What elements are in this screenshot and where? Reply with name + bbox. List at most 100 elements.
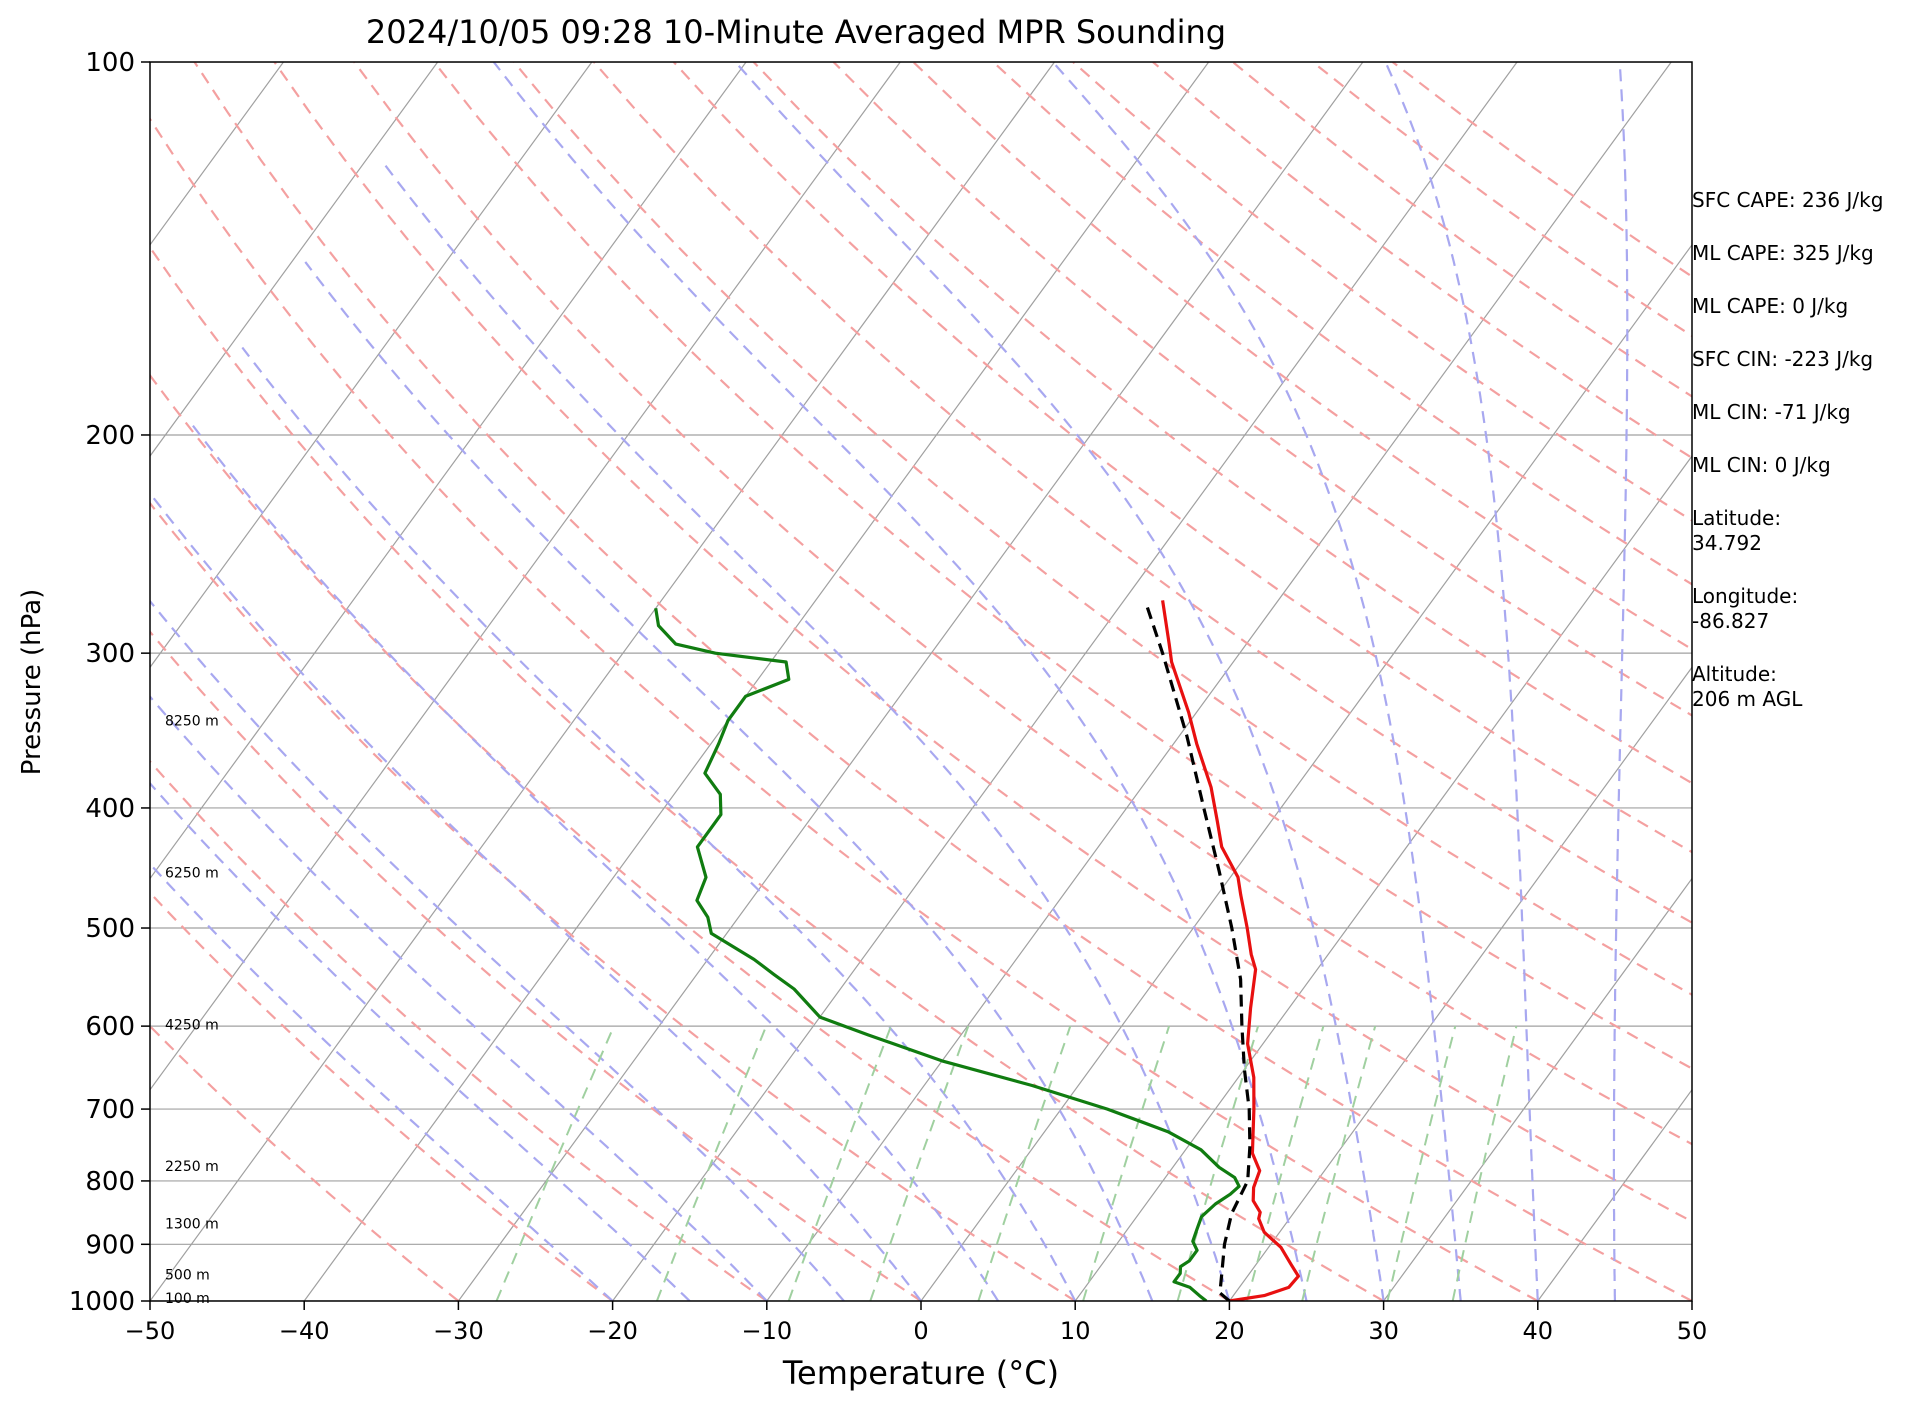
dry-adiabat-line <box>150 373 1230 1301</box>
y-tick-label: 800 <box>85 1167 135 1197</box>
x-tick-label: 0 <box>913 1317 928 1345</box>
x-axis-label: Temperature (°C) <box>782 1354 1059 1392</box>
x-tick-label: 40 <box>1523 1317 1554 1345</box>
moist-adiabat-line <box>150 781 691 1301</box>
stat-latitude: Latitude: 34.792 <box>1692 506 1782 555</box>
x-axis-ticks: −50 −40 −30 −20 −10 0 10 20 30 40 50 <box>125 1301 1708 1345</box>
moist-adiabat-line <box>150 491 922 1301</box>
stat-sfc-cin: SFC CIN: -223 J/kg <box>1692 347 1874 371</box>
dry-adiabat-line <box>150 1024 460 1301</box>
height-label: 4250 m <box>165 1017 219 1033</box>
x-tick-label: −50 <box>125 1317 176 1345</box>
isotherm-line <box>1383 877 1692 1301</box>
isotherm-line <box>150 62 901 1091</box>
temperature-profile <box>1161 600 1301 1301</box>
height-label: 6250 m <box>165 866 219 882</box>
dry-adiabat-line <box>150 501 1076 1301</box>
dry-adiabat-line <box>150 759 768 1301</box>
sounding-stats-panel: SFC CAPE: 236 J/kg ML CAPE: 325 J/kg ML … <box>1692 188 1917 740</box>
dewpoint-profile <box>654 608 1241 1301</box>
x-tick-label: 50 <box>1677 1317 1708 1345</box>
mixing-ratio-line <box>1082 1025 1171 1301</box>
height-label: 2250 m <box>165 1159 219 1175</box>
dry-adiabat-line <box>273 62 1692 1223</box>
moist-adiabat-line <box>304 261 1154 1301</box>
dry-adiabat-line <box>353 62 1692 1146</box>
height-label: 1300 m <box>165 1217 219 1233</box>
isotherm-line <box>1228 666 1692 1301</box>
parcel-path <box>1144 601 1252 1301</box>
series-layer <box>654 600 1301 1301</box>
x-tick-label: −40 <box>279 1317 330 1345</box>
isotherm-line <box>150 62 1055 1301</box>
y-tick-label: 600 <box>85 1012 135 1042</box>
stat-ml-cin: ML CIN: -71 J/kg <box>1692 400 1851 424</box>
mixing-ratio-line <box>787 1025 892 1301</box>
dry-adiabat-line <box>150 117 1539 1301</box>
isotherm-line <box>766 62 1672 1301</box>
isotherm-line <box>457 62 1364 1301</box>
y-tick-label: 300 <box>85 639 135 669</box>
mixing-ratio-line <box>869 1025 970 1301</box>
isotherm-line <box>150 62 747 880</box>
moist-adiabat-line <box>188 420 1000 1301</box>
mixing-ratio-line <box>655 1025 768 1301</box>
isotherm-line <box>303 62 1210 1301</box>
y-tick-label: 1000 <box>69 1287 135 1317</box>
isotherm-line <box>612 62 1518 1301</box>
dry-adiabat-line <box>433 62 1692 1070</box>
x-tick-label: −30 <box>433 1317 484 1345</box>
dry-adiabat-line <box>752 62 1692 785</box>
isotherm-line <box>150 62 439 458</box>
mixing-ratio-line <box>1246 1025 1325 1301</box>
moist-adiabat-line <box>1051 62 1462 1301</box>
dry-adiabat-line <box>832 62 1692 717</box>
mixing-ratio-line <box>1386 1025 1457 1301</box>
mixing-ratio-line <box>1451 1025 1518 1301</box>
mixing-ratio-line <box>1301 1025 1377 1301</box>
x-tick-label: −10 <box>741 1317 792 1345</box>
y-tick-label: 400 <box>85 794 135 824</box>
moist-adiabat-line <box>150 694 768 1301</box>
stat-ml-cape: ML CAPE: 325 J/kg <box>1692 241 1874 265</box>
y-axis-ticks: 100 200 300 400 500 600 700 800 900 1000 <box>69 48 150 1317</box>
isotherm-line <box>150 62 593 669</box>
mixing-ratio-line <box>495 1025 615 1301</box>
y-tick-label: 900 <box>85 1230 135 1260</box>
y-tick-label: 700 <box>85 1095 135 1125</box>
isotherm-line <box>1074 455 1692 1301</box>
mixing-ratio-line <box>1176 1025 1260 1301</box>
y-tick-label: 200 <box>85 421 135 451</box>
x-tick-label: 30 <box>1368 1317 1399 1345</box>
moist-adiabat-line <box>492 62 1308 1301</box>
x-tick-label: 20 <box>1214 1317 1245 1345</box>
chart-title: 2024/10/05 09:28 10-Minute Averaged MPR … <box>366 13 1226 51</box>
stat-altitude: Altitude: 206 m AGL <box>1692 662 1803 711</box>
height-labels: 8250 m 6250 m 4250 m 2250 m 1300 m 500 m 100 m <box>165 714 219 1307</box>
background-grid <box>150 62 1692 1301</box>
dry-adiabat-line <box>193 62 1692 1301</box>
moist-adiabat-line <box>150 862 614 1301</box>
stat-sfc-cape: SFC CAPE: 236 J/kg <box>1692 188 1884 212</box>
stat-ml-cape-2: ML CAPE: 0 J/kg <box>1692 294 1849 318</box>
moist-adiabat-line <box>734 62 1385 1301</box>
dry-adiabat-line <box>513 62 1692 996</box>
height-label: 100 m <box>165 1291 210 1307</box>
y-tick-label: 100 <box>85 48 135 78</box>
plot-frame <box>149 61 1693 1302</box>
isotherm-line <box>1537 1088 1692 1301</box>
dry-adiabat-line <box>150 891 614 1301</box>
y-axis-label: Pressure (hPa) <box>17 589 47 776</box>
isotherm-line <box>920 243 1692 1301</box>
mixing-ratio-line <box>977 1025 1072 1301</box>
stat-ml-cin-2: ML CIN: 0 J/kg <box>1692 453 1831 477</box>
height-label: 8250 m <box>165 714 219 730</box>
height-label: 500 m <box>165 1268 210 1284</box>
moist-adiabat-line <box>150 599 845 1301</box>
stat-longitude: Longitude: -86.827 <box>1692 584 1799 633</box>
x-tick-label: −20 <box>587 1317 638 1345</box>
y-tick-label: 500 <box>85 914 135 944</box>
moist-adiabat-line <box>1612 62 1629 1301</box>
moist-adiabat-line <box>1384 62 1539 1301</box>
